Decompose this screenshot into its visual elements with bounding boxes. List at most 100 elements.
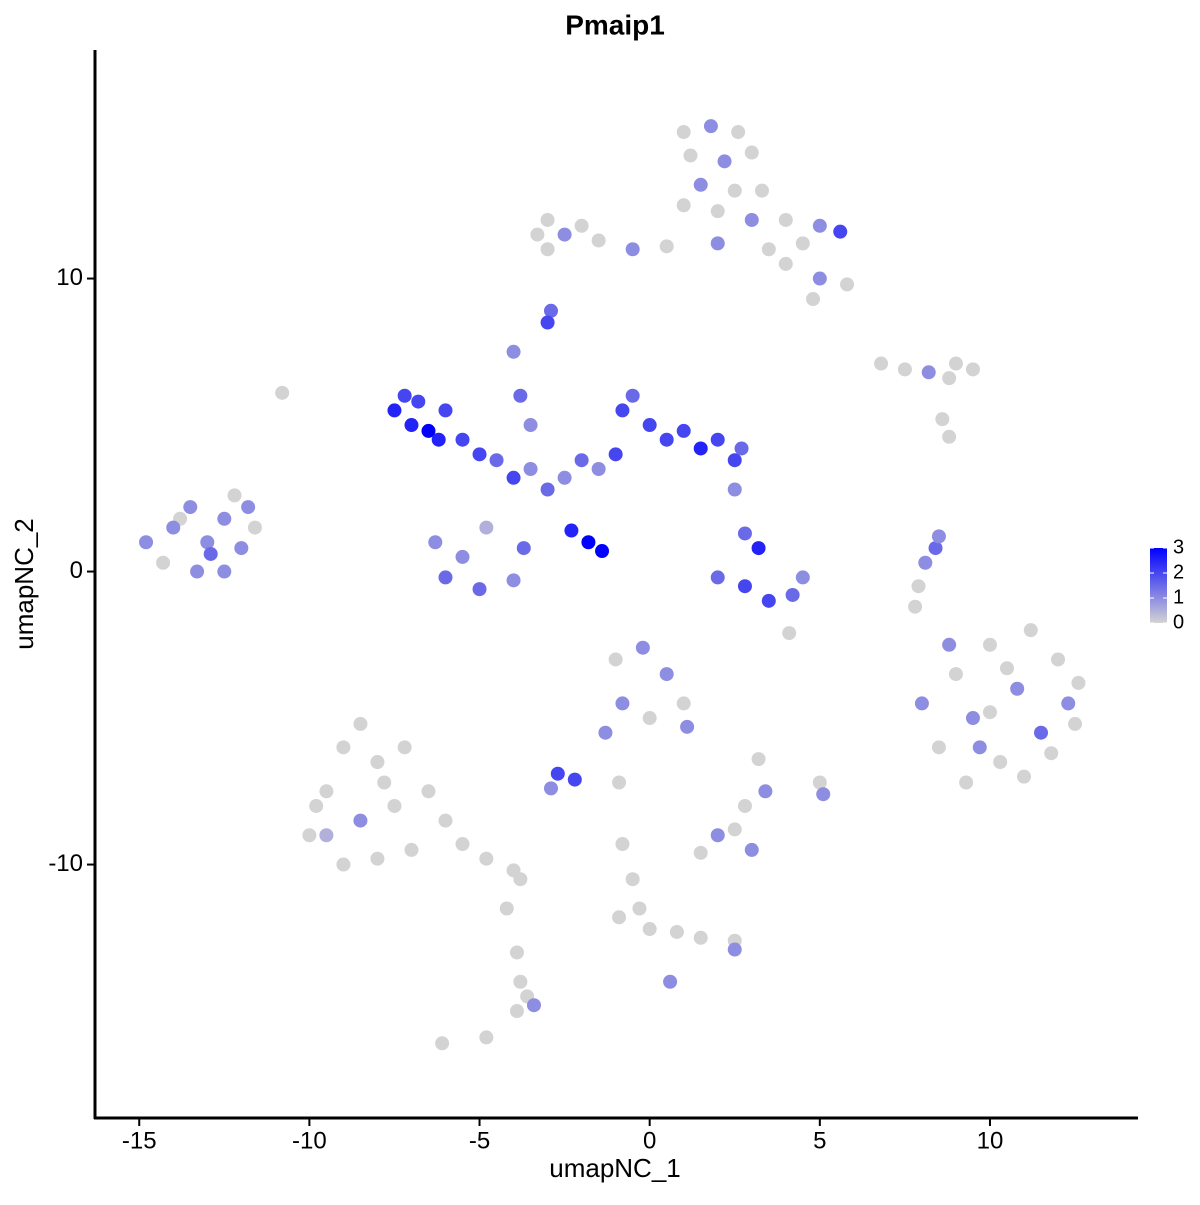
cell-point	[795, 236, 810, 251]
cell-point	[479, 851, 494, 866]
cell-point	[234, 541, 249, 556]
colorbar-tick-label: 1	[1173, 586, 1184, 608]
cell-point	[1010, 681, 1025, 696]
cell-point	[744, 145, 759, 160]
x-tick-label: 5	[813, 1127, 826, 1154]
cell-point	[608, 652, 623, 667]
cell-point	[435, 1036, 450, 1051]
cell-point	[411, 394, 426, 409]
cell-point	[166, 520, 181, 535]
points	[139, 119, 1086, 1051]
cell-point	[591, 461, 606, 476]
cell-point	[727, 453, 742, 468]
cell-point	[387, 403, 402, 418]
cell-point	[397, 388, 412, 403]
cell-point	[840, 277, 855, 292]
cell-point	[680, 719, 695, 734]
cell-point	[751, 752, 766, 767]
cell-point	[717, 154, 732, 169]
colorbar-tick-label: 2	[1173, 561, 1184, 583]
cell-point	[972, 740, 987, 755]
cell-point	[778, 256, 793, 271]
cell-point	[751, 541, 766, 556]
cell-point	[693, 441, 708, 456]
cell-point	[727, 482, 742, 497]
cell-point	[999, 661, 1014, 676]
cell-point	[669, 924, 684, 939]
cell-point	[591, 233, 606, 248]
cell-point	[377, 775, 392, 790]
cell-point	[574, 218, 589, 233]
cell-point	[516, 541, 531, 556]
cell-point	[942, 429, 957, 444]
cell-point	[336, 740, 351, 755]
cell-point	[806, 292, 821, 307]
cell-point	[948, 667, 963, 682]
cell-point	[489, 453, 504, 468]
cell-point	[710, 570, 725, 585]
cell-point	[540, 315, 555, 330]
cell-point	[782, 626, 797, 641]
cell-point	[921, 365, 936, 380]
cell-point	[897, 362, 912, 377]
cell-point	[911, 579, 926, 594]
y-tick-label: 10	[56, 264, 83, 291]
cell-point	[659, 667, 674, 682]
cell-point	[302, 828, 317, 843]
cell-point	[754, 183, 769, 198]
cell-point	[227, 488, 242, 503]
cell-point	[472, 582, 487, 597]
cell-point	[778, 212, 793, 227]
cell-point	[1017, 769, 1032, 784]
x-tick-label: -10	[292, 1127, 327, 1154]
cell-point	[139, 535, 154, 550]
cell-point	[438, 403, 453, 418]
cell-point	[275, 385, 290, 400]
cell-point	[543, 303, 558, 318]
cell-point	[710, 236, 725, 251]
cell-point	[744, 212, 759, 227]
cell-point	[737, 798, 752, 813]
cell-point	[676, 125, 691, 140]
cell-point	[530, 227, 545, 242]
cell-point	[370, 755, 385, 769]
cell-point	[557, 470, 572, 485]
cell-point	[615, 837, 630, 852]
cell-point	[404, 842, 419, 857]
cell-point	[319, 828, 334, 843]
cell-point	[993, 755, 1008, 769]
cell-point	[557, 227, 572, 242]
cell-point	[581, 535, 596, 550]
cell-point	[744, 842, 759, 857]
cell-point	[1061, 696, 1076, 711]
cell-point	[737, 579, 752, 594]
cell-point	[758, 784, 773, 799]
cell-point	[540, 212, 555, 227]
cell-point	[1044, 746, 1059, 761]
cell-point	[659, 432, 674, 447]
cell-point	[703, 119, 718, 134]
cell-point	[615, 696, 630, 711]
colorbar	[1150, 548, 1167, 623]
cell-point	[710, 204, 725, 219]
cell-point	[928, 541, 943, 556]
cell-point	[731, 125, 746, 140]
cell-point	[812, 271, 827, 286]
cell-point	[935, 412, 950, 427]
cell-point	[632, 901, 647, 916]
cell-point	[479, 520, 494, 535]
cell-point	[513, 974, 528, 989]
cell-point	[540, 482, 555, 497]
cell-point	[1023, 623, 1038, 638]
cell-point	[625, 872, 640, 887]
cell-point	[509, 945, 524, 960]
cell-point	[982, 705, 997, 720]
cell-point	[625, 242, 640, 257]
cell-point	[1034, 725, 1049, 740]
cell-point	[319, 784, 334, 799]
cell-point	[564, 523, 579, 538]
cell-point	[472, 447, 487, 462]
cell-point	[942, 637, 957, 652]
x-tick-label: 10	[977, 1127, 1004, 1154]
cell-point	[499, 901, 514, 916]
